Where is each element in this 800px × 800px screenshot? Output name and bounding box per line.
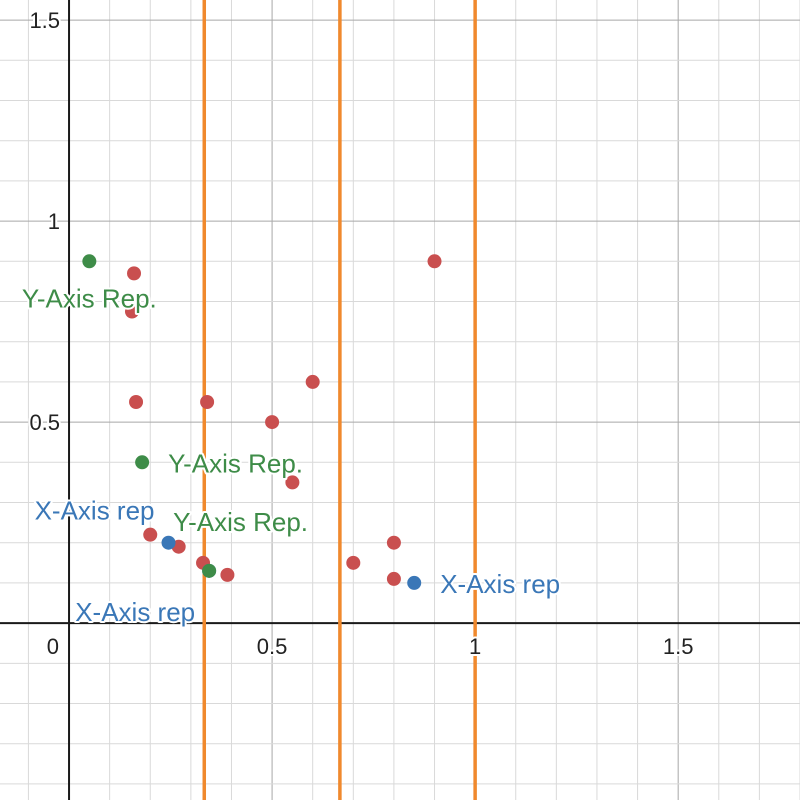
x-tick-label: 0 [47,634,59,659]
data-point [82,254,97,269]
data-point [407,575,422,590]
tick-labels: 0 0.5 1 1.5 0.5 1 1.5 [27,6,695,661]
data-point [127,266,142,281]
y-tick-label: 1.5 [29,8,60,33]
data-point [386,571,401,586]
data-point [124,304,139,319]
x-tick-label: 1.5 [663,634,694,659]
point-label: Y-Axis Rep. [173,507,308,537]
data-point [427,254,442,269]
x-tick-label: 1 [469,634,481,659]
point-labels: X-Axis rep X-Axis rep X-Axis rep Y-Axis Rep… [20,281,562,629]
data-point [346,555,361,570]
data-point [386,535,401,550]
data-point [202,563,217,578]
point-label: X-Axis rep [35,496,155,526]
data-point [220,567,235,582]
data-point [143,527,158,542]
data-point [129,395,144,410]
data-point [135,455,150,470]
data-point [305,374,320,389]
x-tick-label: 0.5 [257,634,288,659]
y-tick-label: 0.5 [29,410,60,435]
data-point [161,535,176,550]
data-point [200,395,215,410]
y-tick-label: 1 [48,209,60,234]
data-point [285,475,300,490]
point-label: Y-Axis Rep. [22,283,157,313]
point-label: X-Axis rep [440,569,560,599]
point-label: Y-Axis Rep. [168,448,303,478]
data-points [82,254,442,590]
data-point [265,415,280,430]
point-label: X-Axis rep [75,597,195,627]
